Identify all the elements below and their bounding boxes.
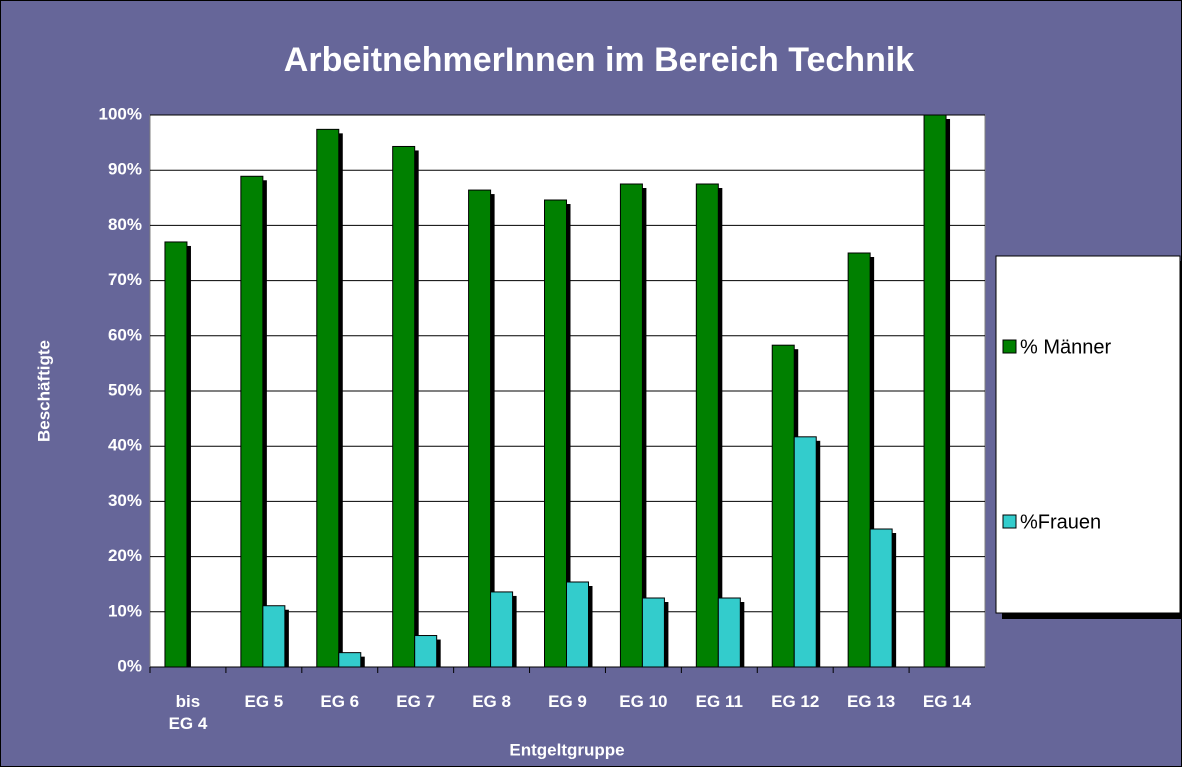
bar	[847, 252, 871, 668]
bar	[262, 605, 286, 668]
y-tick-label: 60%	[108, 325, 142, 344]
x-tick-label: EG 10	[619, 692, 668, 711]
y-tick-label: 40%	[108, 436, 142, 455]
y-tick-label: 50%	[108, 380, 142, 399]
bar	[392, 145, 416, 668]
x-tick-label: EG 13	[847, 692, 896, 711]
legend-label: %Frauen	[1020, 511, 1101, 533]
y-tick-label: 20%	[108, 546, 142, 565]
bar	[771, 344, 795, 668]
y-axis-label: Beschäftigte	[34, 340, 53, 442]
y-tick-label: 90%	[108, 160, 142, 179]
x-tick-label: EG 5	[244, 692, 284, 711]
x-tick-label: EG 12	[771, 692, 820, 711]
y-tick-label: 10%	[108, 601, 142, 620]
y-tick-label: 80%	[108, 215, 142, 234]
x-tick-label: bis EG 4	[168, 692, 208, 733]
bar	[240, 175, 264, 668]
bar	[641, 597, 665, 668]
x-axis-label: Entgeltgruppe	[509, 740, 624, 759]
x-tick-label: EG 9	[548, 692, 587, 711]
bar	[414, 635, 438, 668]
legend-swatch	[1002, 514, 1017, 529]
bar	[490, 591, 514, 668]
bar	[544, 199, 567, 668]
chart-title: ArbeitnehmerInnen im Bereich Technik	[284, 41, 915, 79]
bar	[869, 528, 893, 668]
x-tick-label: EG 8	[472, 692, 511, 711]
bar	[316, 128, 340, 668]
x-tick-label: EG 6	[320, 692, 360, 711]
legend-label: % Männer	[1020, 336, 1111, 358]
bar	[923, 114, 947, 668]
bar	[468, 189, 492, 668]
y-tick-label: 70%	[108, 270, 142, 289]
y-tick-label: 100%	[99, 104, 142, 123]
bar	[164, 241, 188, 668]
x-tick-label: EG 11	[695, 692, 743, 711]
bar	[793, 436, 817, 668]
y-tick-label: 30%	[108, 491, 142, 510]
bar	[566, 581, 589, 668]
bar	[695, 183, 719, 668]
bar	[338, 652, 362, 668]
x-tick-label: EG 7	[396, 692, 436, 711]
legend-box	[995, 255, 1181, 614]
y-tick-label: 0%	[117, 656, 142, 675]
legend-swatch	[1002, 339, 1017, 354]
x-tick-label: EG 14	[922, 692, 972, 711]
bar	[717, 597, 741, 668]
bar	[619, 183, 643, 668]
